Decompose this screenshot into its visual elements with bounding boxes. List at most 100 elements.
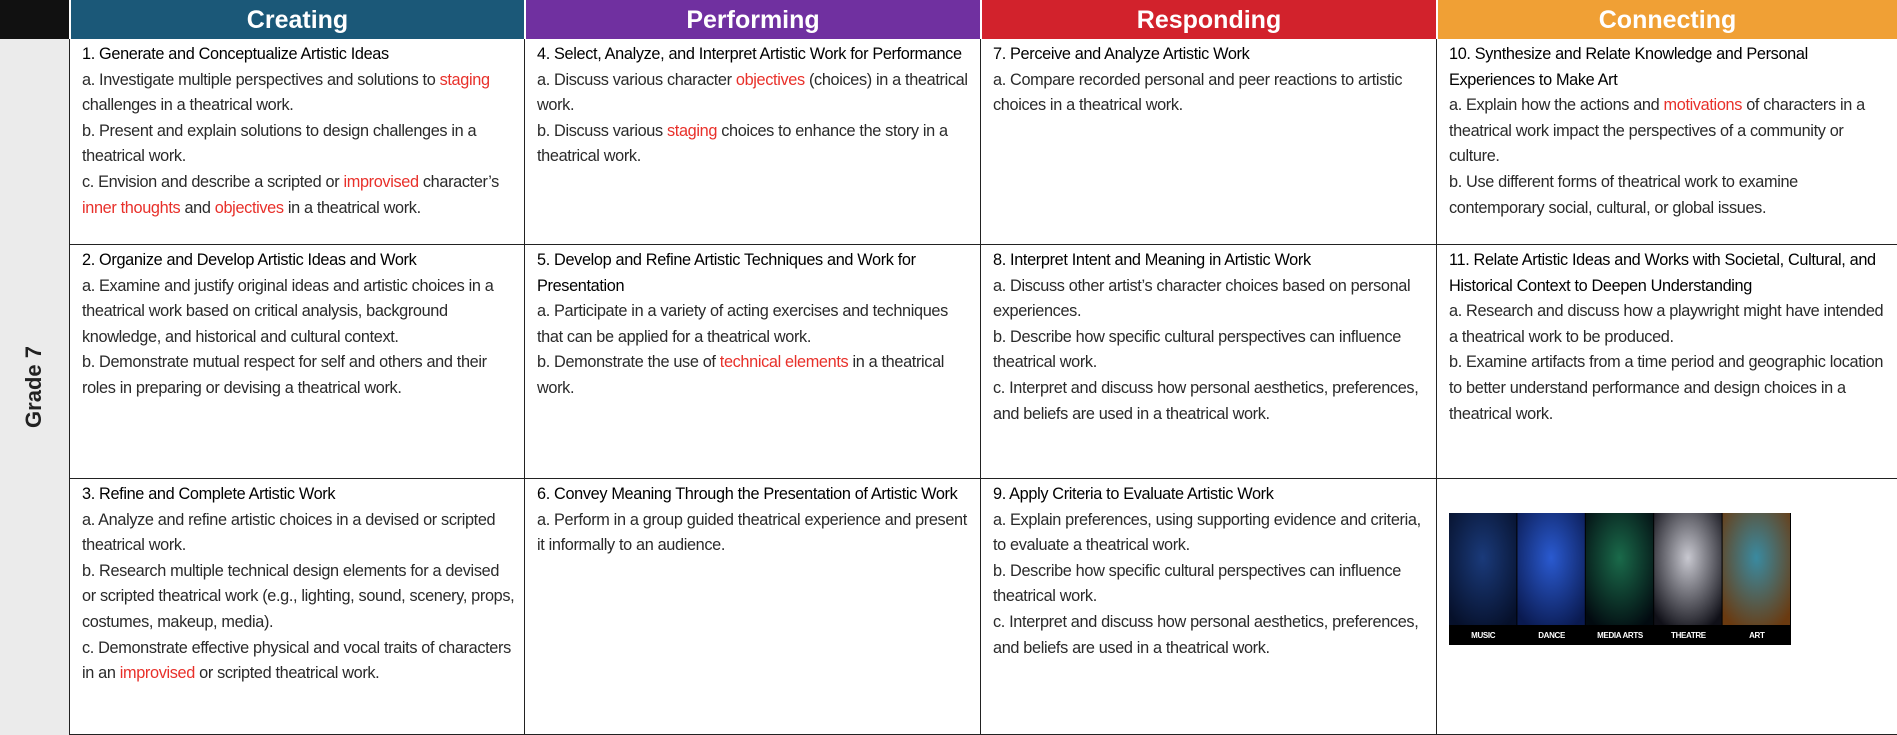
item-text: choices to enhance the story in a theatr… <box>537 121 948 166</box>
standard-item: a. Examine and justify original ideas an… <box>82 274 516 351</box>
cell: 9. Apply Criteria to Evaluate Artistic W… <box>980 479 1436 735</box>
item-text: a. Research and discuss how a playwright… <box>1449 302 1884 346</box>
image-label: ART <box>1749 631 1765 640</box>
item-text: b. Present and explain solutions to desi… <box>82 121 477 166</box>
item-text: c. Demonstrate effective physical and vo… <box>82 638 511 683</box>
item-text: a. Examine and justify original ideas an… <box>82 276 494 346</box>
standard-title: 3. Refine and Complete Artistic Work <box>82 485 336 503</box>
highlighted-term: staging <box>666 121 718 140</box>
image-panel <box>1585 513 1654 625</box>
standard-item: a. Participate in a variety of acting ex… <box>537 299 972 350</box>
item-text: in a theatrical work. <box>283 198 421 217</box>
item-text: c. Interpret and discuss how personal ae… <box>993 378 1419 423</box>
standard-item: b. Research multiple technical design el… <box>82 559 516 636</box>
standard-item: b. Describe how specific cultural perspe… <box>993 325 1428 376</box>
highlighted-term: inner thoughts <box>82 198 181 217</box>
cell: 2. Organize and Develop Artistic Ideas a… <box>69 245 524 479</box>
cell: 6. Convey Meaning Through the Presentati… <box>524 479 980 735</box>
standard-item: a. Discuss other artist’s character choi… <box>993 274 1428 325</box>
standard-item: a. Perform in a group guided theatrical … <box>537 508 972 559</box>
item-text: a. Explain how the actions and <box>1449 96 1664 115</box>
item-text: c. Interpret and discuss how personal ae… <box>993 612 1419 657</box>
item-text: and <box>180 198 215 217</box>
item-text: a. Analyze and refine artistic choices i… <box>82 510 496 555</box>
standard-title: 2. Organize and Develop Artistic Ideas a… <box>82 251 417 269</box>
item-text: b. Research multiple technical design el… <box>82 561 515 631</box>
item-text: b. Describe how specific cultural perspe… <box>993 561 1401 606</box>
standard-title: 10. Synthesize and Relate Knowledge and … <box>1449 45 1808 89</box>
item-text: character’s <box>418 172 499 191</box>
image-panel <box>1517 513 1585 625</box>
standard-item: a. Explain how the actions and motivatio… <box>1449 93 1889 170</box>
highlighted-term: objectives <box>214 198 284 217</box>
standard-item: a. Analyze and refine artistic choices i… <box>82 508 516 559</box>
standard-title: 11. Relate Artistic Ideas and Works with… <box>1449 251 1876 295</box>
image-label: MUSIC <box>1471 631 1496 640</box>
item-text: a. Discuss various character <box>537 70 736 89</box>
grade-label: Grade 7 <box>21 346 46 428</box>
item-text: b. Demonstrate mutual respect for self a… <box>82 353 487 397</box>
standard-item: b. Present and explain solutions to desi… <box>82 119 516 170</box>
highlighted-term: technical elements <box>719 353 849 372</box>
standard-title: 7. Perceive and Analyze Artistic Work <box>993 45 1250 63</box>
image-panel <box>1654 513 1722 625</box>
cell: 10. Synthesize and Relate Knowledge and … <box>1436 39 1897 245</box>
cell: 4. Select, Analyze, and Interpret Artist… <box>524 39 980 245</box>
image-label: MEDIA ARTS <box>1597 631 1644 640</box>
item-text: in a theatrical work. <box>537 353 945 397</box>
item-text: a. Perform in a group guided theatrical … <box>537 510 967 555</box>
arts-image: MUSIC DANCE MEDIA ARTS THEATRE ART <box>1449 513 1791 645</box>
standard-title: 8. Interpret Intent and Meaning in Artis… <box>993 251 1311 269</box>
column-header: Connecting <box>1436 0 1897 39</box>
item-text: b. Demonstrate the use of <box>537 353 720 372</box>
highlighted-term: improvised <box>343 172 419 191</box>
standard-title: 9. Apply Criteria to Evaluate Artistic W… <box>993 485 1274 503</box>
column-header: Performing <box>524 0 980 39</box>
standard-item: b. Discuss various staging choices to en… <box>537 119 972 170</box>
item-text: a. Compare recorded personal and peer re… <box>993 70 1403 115</box>
item-text: of characters in a theatrical work impac… <box>1449 96 1865 166</box>
standard-item: b. Demonstrate the use of technical elem… <box>537 350 972 401</box>
standard-title: 1. Generate and Conceptualize Artistic I… <box>82 45 389 63</box>
item-text: challenges in a theatrical work. <box>82 96 294 115</box>
standard-item: b. Demonstrate mutual respect for self a… <box>82 350 516 401</box>
item-text: or scripted theatrical work. <box>194 664 380 683</box>
cell: 8. Interpret Intent and Meaning in Artis… <box>980 245 1436 479</box>
item-text: a. Participate in a variety of acting ex… <box>537 302 948 346</box>
highlighted-term: objectives <box>735 70 805 89</box>
cell: 5. Develop and Refine Artistic Technique… <box>524 245 980 479</box>
image-label: THEATRE <box>1671 631 1707 640</box>
standard-item: a. Explain preferences, using supporting… <box>993 508 1428 559</box>
standard-item: a. Discuss various character objectives … <box>537 68 972 119</box>
cell: 1. Generate and Conceptualize Artistic I… <box>69 39 524 245</box>
corner <box>0 0 69 39</box>
image-panel <box>1722 513 1790 625</box>
standard-item: a. Investigate multiple perspectives and… <box>82 68 516 119</box>
highlighted-term: motivations <box>1663 96 1743 115</box>
item-text: c. Envision and describe a scripted or <box>82 172 344 191</box>
standard-item: b. Use different forms of theatrical wor… <box>1449 170 1889 221</box>
standard-item: a. Compare recorded personal and peer re… <box>993 68 1428 119</box>
item-text: a. Explain preferences, using supporting… <box>993 510 1421 555</box>
item-text: b. Examine artifacts from a time period … <box>1449 353 1884 423</box>
standard-item: b. Describe how specific cultural perspe… <box>993 559 1428 610</box>
image-panel <box>1449 513 1517 625</box>
cell: 11. Relate Artistic Ideas and Works with… <box>1436 245 1897 479</box>
item-text: a. Investigate multiple perspectives and… <box>82 70 440 89</box>
highlighted-term: staging <box>439 70 490 89</box>
standard-item: b. Examine artifacts from a time period … <box>1449 350 1889 427</box>
standard-title: 5. Develop and Refine Artistic Technique… <box>537 251 916 295</box>
standard-item: c. Demonstrate effective physical and vo… <box>82 636 516 687</box>
item-text: a. Discuss other artist’s character choi… <box>993 276 1411 321</box>
column-header: Responding <box>980 0 1436 39</box>
standard-item: c. Interpret and discuss how personal ae… <box>993 376 1428 427</box>
grade-column <box>0 39 69 735</box>
highlighted-term: improvised <box>119 664 196 683</box>
item-text: b. Describe how specific cultural perspe… <box>993 327 1401 372</box>
item-text: (choices) in a theatrical work. <box>537 70 968 115</box>
column-header: Creating <box>69 0 524 39</box>
item-text: b. Use different forms of theatrical wor… <box>1449 172 1798 217</box>
item-text: b. Discuss various <box>537 121 667 140</box>
standard-item: a. Research and discuss how a playwright… <box>1449 299 1889 350</box>
